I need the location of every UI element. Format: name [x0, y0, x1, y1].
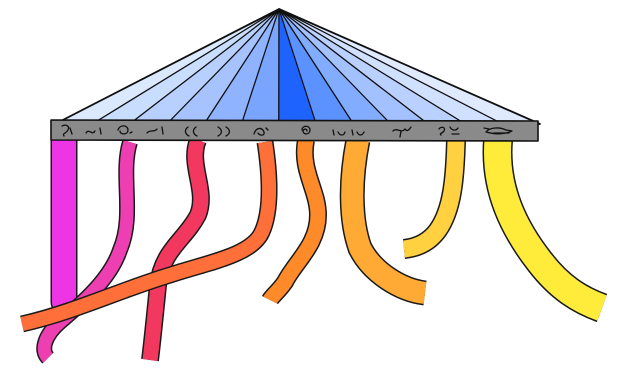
yellow-orange-ribbon — [402, 139, 466, 259]
bar-glyph — [146, 126, 164, 135]
bar-glyph — [392, 126, 412, 138]
ribbon-fill — [37, 140, 137, 363]
orange-ribbon — [261, 138, 327, 305]
bar-glyph — [61, 124, 73, 137]
bar-glyph — [117, 125, 133, 135]
bar-body — [50, 119, 539, 142]
bar-glyph — [301, 125, 311, 135]
amber-ribbon — [339, 137, 428, 306]
bar-glyph — [85, 127, 102, 135]
bar-glyph — [438, 126, 460, 136]
bar-glyph — [253, 127, 269, 136]
ribbon-fill — [484, 138, 607, 321]
yellow-ribbon — [482, 138, 608, 323]
ribbon-fill — [263, 138, 326, 304]
bar-glyph — [217, 126, 231, 137]
ribbon-fill — [341, 137, 427, 304]
orange-red-ribbon — [20, 140, 278, 333]
bar-glyph — [483, 127, 513, 135]
pink-ribbon — [36, 139, 138, 364]
canopy — [54, 8, 541, 125]
ribbon-fill — [20, 140, 277, 331]
ribbon-fill — [402, 139, 465, 258]
glyph-bar — [50, 119, 539, 142]
ribbon-fill — [142, 137, 209, 361]
bar-glyph — [332, 129, 365, 136]
ribbons — [20, 126, 608, 364]
crimson-ribbon — [141, 136, 210, 362]
bar-glyph — [184, 126, 198, 137]
